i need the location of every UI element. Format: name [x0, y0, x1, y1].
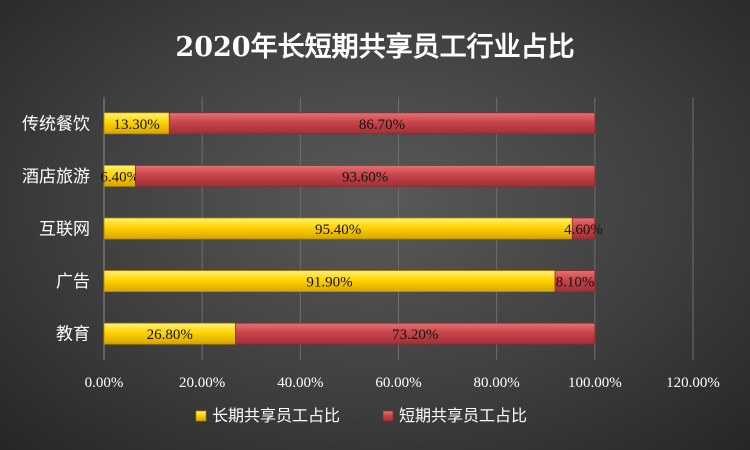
- data-label: 8.10%: [556, 275, 595, 291]
- x-tick-label: 20.00%: [179, 375, 225, 391]
- legend-swatch: [195, 410, 207, 422]
- legend-label: 长期共享员工占比: [212, 406, 340, 425]
- legend-swatch: [382, 410, 394, 422]
- data-label: 4.60%: [564, 222, 603, 238]
- data-label: 73.20%: [392, 327, 438, 343]
- data-label: 95.40%: [315, 222, 361, 238]
- x-tick-label: 100.00%: [568, 375, 622, 391]
- bar-segment: [235, 322, 596, 345]
- category-label: 互联网: [39, 220, 90, 240]
- x-tick-label: 120.00%: [666, 375, 720, 391]
- category-label: 教育: [56, 325, 90, 345]
- x-tick-label: 60.00%: [375, 375, 421, 391]
- data-label: 86.70%: [359, 117, 405, 133]
- category-label: 广告: [56, 272, 90, 292]
- category-label: 酒店旅游: [22, 167, 90, 187]
- bar-segment: [135, 164, 596, 187]
- bar-segment: [554, 270, 596, 293]
- legend-label: 短期共享员工占比: [399, 406, 527, 425]
- bar-segment: [168, 112, 596, 135]
- data-label: 13.30%: [114, 117, 160, 133]
- category-label: 传统餐饮: [22, 114, 90, 134]
- data-label: 26.80%: [147, 327, 193, 343]
- data-label: 91.90%: [306, 275, 352, 291]
- x-tick-label: 0.00%: [85, 375, 124, 391]
- x-tick-label: 80.00%: [474, 375, 520, 391]
- data-label: 6.40%: [100, 169, 139, 185]
- x-tick-label: 40.00%: [277, 375, 323, 391]
- chart-title: 2020年长短期共享员工行业占比: [175, 31, 574, 63]
- bar-segment: [571, 217, 596, 240]
- data-label: 93.60%: [342, 169, 388, 185]
